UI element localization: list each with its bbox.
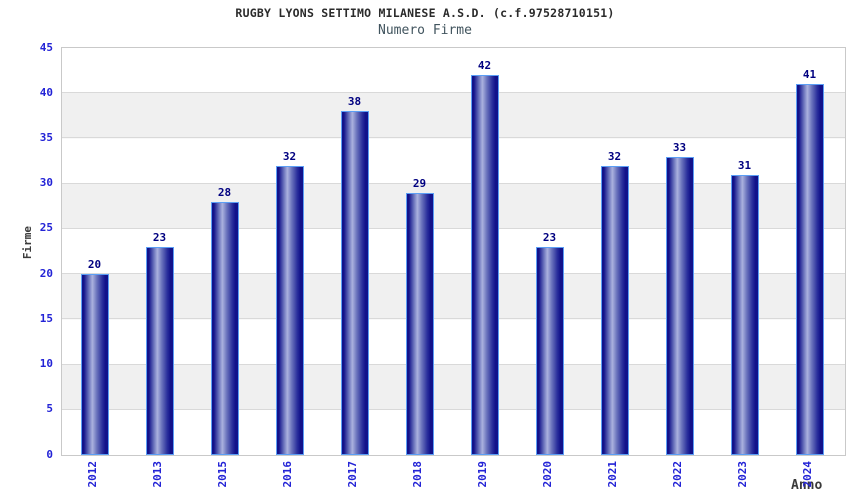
chart-subtitle: Numero Firme xyxy=(378,23,472,38)
gridline-20 xyxy=(62,273,845,275)
gridline-5 xyxy=(62,408,845,410)
bar-value-label: 28 xyxy=(217,185,232,199)
gridline-40 xyxy=(62,92,845,94)
chart-title: RUGBY LYONS SETTIMO MILANESE A.S.D. (c.f… xyxy=(235,6,615,20)
x-tick-label-2016: 2016 xyxy=(280,461,294,488)
y-tick-label-45: 45 xyxy=(39,40,53,54)
x-tick-label-2015: 2015 xyxy=(215,461,229,488)
bar-2020 xyxy=(535,246,564,455)
y-tick-label-25: 25 xyxy=(39,221,53,235)
y-tick-label-10: 10 xyxy=(39,357,53,371)
bar-2016 xyxy=(275,165,304,455)
gridline-10 xyxy=(62,363,845,365)
bar-2015 xyxy=(210,201,239,455)
y-tick-label-15: 15 xyxy=(39,311,53,325)
x-tick-label-2018: 2018 xyxy=(410,461,424,488)
plot-area: 20 23 28 32 38 29 42 23 32 33 31 41 xyxy=(61,47,846,456)
bar-value-label: 32 xyxy=(607,149,622,163)
x-tick-label-2012: 2012 xyxy=(85,461,99,488)
bar-2023 xyxy=(730,174,759,455)
y-tick-label-20: 20 xyxy=(39,266,53,280)
bar-value-label: 29 xyxy=(412,176,427,190)
y-tick-label-35: 35 xyxy=(39,130,53,144)
bar-2021 xyxy=(600,165,629,455)
gridline-30 xyxy=(62,182,845,184)
bar-value-label: 23 xyxy=(152,230,167,244)
x-tick-label-2024: 2024 xyxy=(800,461,814,488)
bar-value-label: 41 xyxy=(802,68,817,82)
bar-2024 xyxy=(795,84,824,455)
y-tick-label-5: 5 xyxy=(46,402,53,416)
x-tick-label-2019: 2019 xyxy=(475,461,489,488)
bar-2019 xyxy=(470,75,499,455)
x-tick-label-2023: 2023 xyxy=(735,461,749,488)
gridline-35 xyxy=(62,137,845,139)
y-tick-label-40: 40 xyxy=(39,85,53,99)
x-tick-label-2017: 2017 xyxy=(345,461,359,488)
y-tick-label-30: 30 xyxy=(39,176,53,190)
bar-2017 xyxy=(340,111,369,455)
gridline-15 xyxy=(62,318,845,320)
bar-2012 xyxy=(80,274,109,455)
bar-value-label: 38 xyxy=(347,95,362,109)
gridline-25 xyxy=(62,227,845,229)
x-tick-label-2013: 2013 xyxy=(150,461,164,488)
x-tick-label-2020: 2020 xyxy=(540,461,554,488)
bar-value-label: 32 xyxy=(282,149,297,163)
x-tick-label-2021: 2021 xyxy=(605,461,619,488)
bar-2018 xyxy=(405,192,434,455)
bar-value-label: 23 xyxy=(542,230,557,244)
bar-value-label: 33 xyxy=(672,140,687,154)
bar-2022 xyxy=(665,156,694,455)
bar-value-label: 42 xyxy=(477,59,492,73)
y-tick-label-0: 0 xyxy=(46,447,53,461)
bar-value-label: 31 xyxy=(737,158,752,172)
x-tick-label-2022: 2022 xyxy=(670,461,684,488)
x-axis-title: Anno xyxy=(791,478,823,493)
bar-value-label: 20 xyxy=(87,258,102,272)
bar-2013 xyxy=(145,246,174,455)
